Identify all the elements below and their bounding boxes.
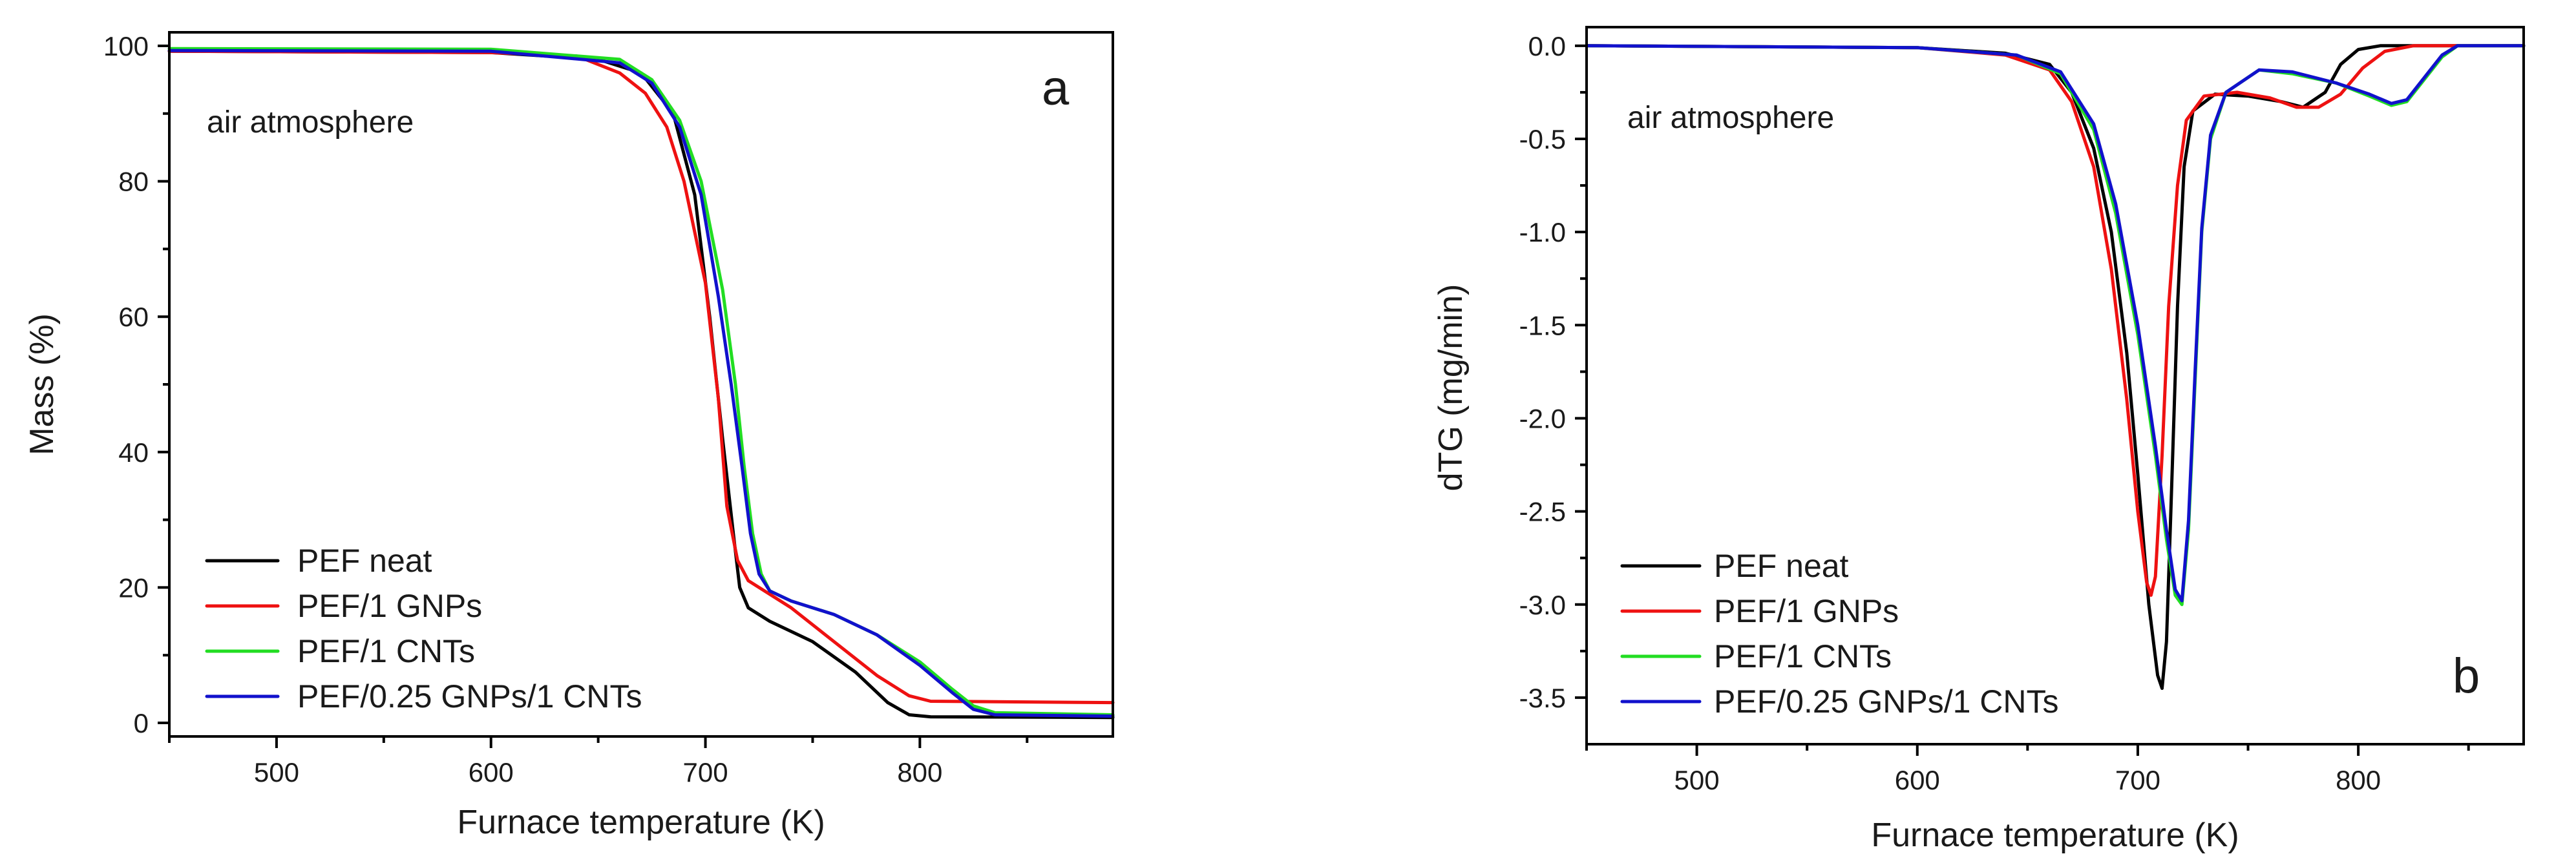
y-axis-ticks: 0.0 -0.5 -1.0 -1.5 -2.0 -2.5 -3.0 -3.5 — [1519, 31, 1587, 713]
y-tick-label: 0.0 — [1528, 31, 1566, 61]
series-group — [167, 47, 1115, 720]
series-line-pef-0-25-gnps-1-cnts — [167, 48, 1115, 718]
atmosphere-annotation: air atmosphere — [207, 105, 414, 140]
y-tick-label: 80 — [118, 167, 149, 197]
legend: PEF neat PEF/1 GNPs PEF/1 CNTs PEF/0.25 … — [205, 543, 642, 714]
y-tick-label: 100 — [103, 31, 149, 61]
series-line-pef-0-25-gnps-1-cnts — [1585, 44, 2526, 603]
x-axis-ticks: 500 600 700 800 — [168, 736, 1029, 787]
y-tick-label: -3.0 — [1519, 590, 1566, 620]
legend-label-pef-cnts: PEF/1 CNTs — [1714, 638, 1892, 674]
panel-letter-a: a — [1042, 61, 1070, 116]
legend-label-pef-neat: PEF neat — [297, 543, 432, 579]
legend-label-pef-gnps-cnts: PEF/0.25 GNPs/1 CNTs — [297, 678, 642, 714]
chart-panel-a: 500 600 700 800 0 20 40 60 80 100 Furnace temper… — [23, 31, 1115, 841]
x-axis-ticks: 500 600 700 800 — [1585, 744, 2470, 795]
legend-label-pef-neat: PEF neat — [1714, 548, 1849, 584]
x-tick-label: 600 — [1895, 765, 1940, 795]
legend-label-pef-cnts: PEF/1 CNTs — [297, 633, 475, 669]
chart-panel-b: 500 600 700 800 0.0 -0.5 -1.0 -1.5 -2.0 -2.5 -3.0… — [1432, 26, 2526, 854]
x-tick-label: 800 — [897, 757, 942, 787]
y-tick-label: -1.5 — [1519, 310, 1566, 340]
legend-label-pef-gnps-cnts: PEF/0.25 GNPs/1 CNTs — [1714, 683, 2059, 720]
y-tick-label: -3.5 — [1519, 683, 1566, 713]
legend-label-pef-gnps: PEF/1 GNPs — [1714, 593, 1899, 629]
x-tick-label: 800 — [2336, 765, 2381, 795]
legend-label-pef-gnps: PEF/1 GNPs — [297, 588, 482, 624]
panel-letter-b: b — [2453, 649, 2480, 703]
series-line-pef-neat — [1585, 44, 2526, 690]
series-line-pef-1-gnps — [1585, 44, 2526, 597]
y-tick-label: -2.5 — [1519, 497, 1566, 527]
y-axis-label: dTG (mg/min) — [1432, 284, 1470, 492]
y-tick-label: -0.5 — [1519, 124, 1566, 154]
y-tick-label: 60 — [118, 302, 149, 332]
legend: PEF neat PEF/1 GNPs PEF/1 CNTs PEF/0.25 … — [1620, 548, 2059, 720]
plot-frame — [1585, 26, 2525, 745]
x-tick-label: 500 — [1674, 765, 1720, 795]
series-group — [1585, 44, 2526, 690]
y-tick-label: 0 — [134, 708, 149, 738]
x-tick-label: 500 — [254, 757, 299, 787]
y-tick-label: 20 — [118, 572, 149, 603]
x-tick-label: 600 — [469, 757, 514, 787]
y-axis-label: Mass (%) — [23, 313, 61, 455]
x-tick-label: 700 — [683, 757, 728, 787]
y-axis-ticks: 0 20 40 60 80 100 — [103, 31, 169, 738]
series-line-pef-1-cnts — [167, 47, 1115, 716]
x-tick-label: 700 — [2115, 765, 2160, 795]
atmosphere-annotation: air atmosphere — [1627, 101, 1834, 135]
y-tick-label: -2.0 — [1519, 403, 1566, 433]
y-tick-label: -1.0 — [1519, 217, 1566, 247]
x-axis-label: Furnace temperature (K) — [457, 804, 825, 841]
series-line-pef-1-gnps — [167, 49, 1115, 705]
x-axis-label: Furnace temperature (K) — [1871, 817, 2239, 854]
y-tick-label: 40 — [118, 437, 149, 468]
